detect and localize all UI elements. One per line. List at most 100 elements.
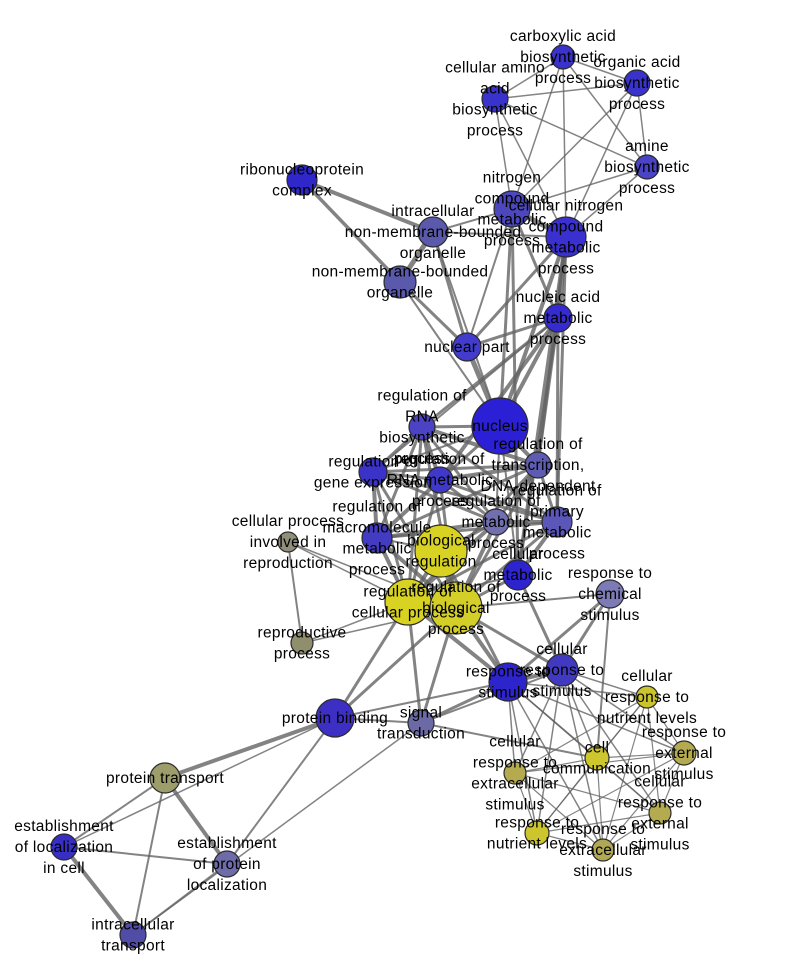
edge-pbind-rbp (333, 606, 458, 720)
edge-ncm-cmp (510, 207, 520, 577)
edge-ncm-nucleus (498, 207, 514, 428)
edge-crnl-crexc (514, 696, 648, 774)
node-rext[interactable] (671, 740, 697, 766)
edge-nmbo-nucleus (399, 281, 501, 427)
edge-rnp-nmbo (300, 178, 402, 284)
node-pbind[interactable] (315, 698, 355, 738)
edge-epl-pbind (226, 717, 336, 865)
edge-ccom-crext (596, 757, 661, 814)
edge-pbind-ptrans (163, 716, 337, 780)
edge-ccom-rnl (536, 757, 598, 834)
edge-pbind-elic (63, 717, 336, 848)
edge-rtdd-rge (371, 463, 540, 474)
edge-rchems-rstim (506, 592, 612, 684)
node-rnp[interactable] (286, 164, 318, 196)
node-ab[interactable] (634, 154, 660, 180)
node-crnl[interactable] (635, 685, 659, 709)
node-ccom[interactable] (584, 745, 610, 771)
edge-cab-cncm (562, 56, 567, 238)
edge-cab-ab (562, 56, 648, 168)
node-npart[interactable] (452, 332, 482, 362)
node-rnl[interactable] (524, 820, 550, 846)
node-repro[interactable] (290, 631, 314, 655)
edge-ccom-rexc (596, 757, 604, 851)
edge-rstim-crnl (507, 681, 648, 698)
node-cab[interactable] (550, 44, 576, 70)
edge-cmp-crstim (516, 573, 564, 672)
node-rmmp[interactable] (361, 522, 393, 554)
edge-rchems-ccom (596, 593, 611, 759)
edge-rext-rexc (602, 752, 685, 851)
node-rge[interactable] (358, 457, 388, 487)
edge-rrmp-rpmp (438, 478, 559, 524)
edge-rrbp-rpmp (420, 425, 559, 524)
edge-pbind-rstim (334, 681, 509, 719)
edge-nam-npart (465, 316, 560, 349)
node-rmp[interactable] (482, 508, 510, 536)
node-cpir[interactable] (277, 531, 299, 553)
node-itrans[interactable] (119, 921, 147, 949)
edge-nam-ncm (510, 207, 560, 320)
edge-inmbo-cncm (432, 231, 567, 238)
edge-crstim-crexc (514, 669, 563, 774)
node-cncm[interactable] (545, 216, 587, 258)
edge-cncm-rpmp (555, 235, 568, 524)
edge-elic-epl (63, 846, 228, 865)
node-rbp[interactable] (429, 581, 483, 635)
node-bioreg[interactable] (414, 524, 468, 578)
edge-crstim-rnl (536, 669, 563, 834)
edge-cncm-rtdd (536, 235, 568, 467)
edge-crext-rnl (536, 812, 661, 834)
node-rpmp[interactable] (541, 506, 573, 538)
node-crext[interactable] (648, 801, 672, 825)
edge-cpir-repro (287, 541, 303, 644)
node-nucleus[interactable] (471, 397, 529, 455)
node-caab[interactable] (481, 85, 509, 113)
node-nam[interactable] (543, 303, 573, 333)
node-rstim[interactable] (488, 662, 528, 702)
node-ncm[interactable] (493, 190, 531, 228)
edge-rext-rnl (536, 752, 685, 834)
node-oab[interactable] (623, 69, 651, 97)
node-crexc[interactable] (503, 761, 527, 785)
edge-oab-cncm (565, 82, 638, 238)
node-inmbo[interactable] (417, 216, 449, 248)
edge-rtdd-rmmp (375, 463, 540, 540)
edge-itrans-sigt (132, 722, 422, 936)
edge-ccom-sigt (420, 722, 598, 759)
nodes-layer (50, 44, 697, 949)
node-rchems[interactable] (595, 579, 625, 609)
edge-rtdd-rrmp (438, 463, 540, 482)
edge-crnl-rexc (602, 696, 648, 851)
node-rrbp[interactable] (408, 413, 436, 441)
node-nmbo[interactable] (383, 265, 417, 299)
edge-rext-ccom (596, 752, 685, 759)
node-rexc[interactable] (591, 838, 615, 862)
node-rrmp[interactable] (426, 466, 454, 494)
edge-ptrans-epl (163, 776, 229, 866)
node-ptrans[interactable] (149, 762, 181, 794)
node-elic[interactable] (50, 833, 78, 861)
edge-ncm-npart (466, 208, 513, 348)
node-rtdd[interactable] (524, 451, 552, 479)
edge-ccom-crexc (514, 757, 598, 774)
edge-crexc-rexc (514, 772, 604, 851)
edge-crexc-crext (514, 772, 661, 814)
edge-rtdd-rbp (454, 463, 540, 610)
edge-rstim-rext (507, 681, 685, 754)
edge-caab-ab (494, 98, 648, 168)
edge-rpmp-rmmp (375, 520, 559, 540)
edge-rnp-inmbo (300, 178, 435, 234)
node-epl[interactable] (213, 850, 241, 878)
edge-crstim-sigt (420, 669, 563, 724)
edge-crstim-rexc (561, 669, 604, 851)
node-rcp[interactable] (384, 578, 432, 626)
edge-ab-ncm (511, 166, 648, 210)
node-cmp[interactable] (502, 559, 534, 591)
edge-caab-oab (494, 82, 638, 100)
node-crstim[interactable] (545, 653, 579, 687)
edge-oab-ab (636, 82, 648, 168)
edge-rrbp-rmp (420, 425, 498, 524)
node-sigt[interactable] (407, 709, 435, 737)
